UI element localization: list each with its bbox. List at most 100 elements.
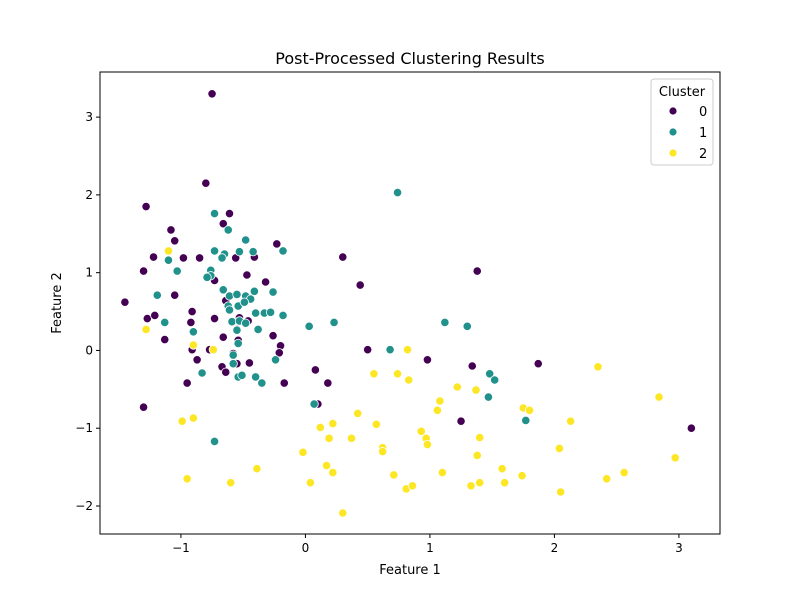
- data-point-cluster-0: [120, 297, 130, 307]
- data-point-cluster-2: [252, 464, 262, 474]
- x-tick-label: 0: [302, 541, 310, 555]
- data-point-cluster-1: [172, 266, 182, 276]
- legend-marker-cluster-2: [668, 148, 678, 158]
- data-point-cluster-0: [138, 402, 149, 412]
- data-point-cluster-1: [218, 285, 228, 295]
- data-point-cluster-1: [224, 305, 235, 315]
- data-point-cluster-2: [654, 392, 664, 402]
- y-tick-label: 3: [85, 110, 93, 124]
- data-point-cluster-1: [239, 297, 250, 307]
- data-point-cluster-2: [346, 433, 357, 443]
- data-point-cluster-1: [521, 415, 531, 426]
- data-point-cluster-2: [402, 345, 413, 355]
- data-point-cluster-0: [533, 359, 543, 369]
- data-point-cluster-0: [224, 208, 235, 219]
- y-tick-label: 0: [85, 343, 93, 357]
- data-point-cluster-1: [309, 399, 319, 409]
- data-point-cluster-2: [369, 369, 379, 379]
- data-point-cluster-1: [249, 286, 259, 296]
- data-point-cluster-0: [207, 89, 217, 99]
- data-point-cluster-2: [305, 478, 316, 488]
- data-point-cluster-2: [389, 470, 399, 480]
- data-point-cluster-0: [150, 310, 160, 321]
- y-tick-label: 2: [85, 188, 93, 202]
- data-point-cluster-2: [566, 416, 576, 426]
- data-point-cluster-2: [619, 467, 629, 478]
- data-point-cluster-1: [209, 246, 220, 256]
- data-point-cluster-1: [163, 255, 174, 265]
- data-point-cluster-2: [497, 464, 507, 474]
- data-point-cluster-2: [404, 375, 414, 385]
- data-point-cluster-0: [194, 253, 205, 263]
- data-point-cluster-2: [208, 345, 218, 355]
- data-point-cluster-0: [274, 348, 284, 358]
- x-tick-label: −1: [172, 541, 190, 555]
- legend-label-cluster-1: 1: [699, 126, 707, 141]
- data-point-cluster-0: [138, 266, 149, 276]
- data-point-cluster-1: [483, 392, 494, 402]
- data-point-cluster-0: [201, 178, 211, 188]
- data-point-cluster-1: [490, 375, 500, 385]
- data-point-cluster-0: [221, 367, 231, 377]
- data-point-cluster-1: [209, 436, 220, 447]
- data-point-cluster-2: [500, 478, 510, 488]
- data-point-cluster-1: [202, 272, 212, 282]
- data-point-cluster-1: [228, 359, 238, 369]
- data-point-cluster-1: [217, 253, 227, 263]
- data-point-cluster-1: [392, 187, 403, 198]
- data-point-cluster-1: [251, 372, 261, 382]
- data-point-cluster-2: [188, 340, 198, 350]
- data-point-cluster-1: [160, 317, 170, 328]
- data-point-cluster-0: [310, 365, 320, 375]
- data-point-cluster-1: [241, 318, 251, 328]
- data-point-cluster-0: [323, 378, 333, 388]
- data-point-cluster-0: [472, 266, 482, 276]
- data-point-cluster-0: [209, 313, 220, 324]
- data-point-cluster-2: [177, 416, 187, 426]
- data-point-cluster-2: [432, 405, 442, 415]
- data-point-cluster-1: [152, 290, 162, 300]
- data-point-cluster-1: [209, 208, 220, 219]
- x-axis-label: Feature 1: [379, 563, 441, 578]
- data-point-cluster-0: [456, 416, 466, 426]
- data-point-cluster-1: [268, 287, 278, 297]
- data-point-cluster-2: [472, 450, 482, 461]
- data-point-cluster-1: [232, 289, 242, 300]
- x-tick-label: 3: [675, 541, 683, 555]
- data-point-cluster-2: [226, 478, 236, 488]
- data-point-cluster-0: [170, 236, 180, 246]
- data-point-cluster-2: [407, 481, 418, 491]
- data-point-cluster-1: [224, 291, 235, 301]
- data-point-cluster-2: [475, 432, 485, 443]
- legend: Cluster 0 1 2: [650, 78, 714, 166]
- legend-label-cluster-2: 2: [699, 147, 707, 162]
- data-point-cluster-2: [188, 413, 198, 423]
- data-point-cluster-0: [170, 290, 180, 300]
- data-point-cluster-1: [329, 317, 339, 328]
- data-point-cluster-1: [251, 308, 261, 318]
- legend-label-cluster-0: 0: [699, 105, 707, 120]
- data-point-cluster-0: [160, 334, 170, 345]
- data-point-cluster-2: [371, 419, 381, 429]
- data-point-cluster-2: [324, 433, 334, 443]
- data-point-cluster-0: [218, 219, 228, 229]
- data-point-cluster-1: [270, 355, 281, 365]
- data-point-cluster-1: [440, 317, 450, 328]
- plot-points: [120, 89, 696, 518]
- data-point-cluster-0: [338, 252, 348, 262]
- data-point-cluster-0: [467, 361, 477, 371]
- data-point-cluster-0: [242, 270, 252, 280]
- data-point-cluster-2: [163, 246, 174, 256]
- data-point-cluster-1: [197, 368, 207, 378]
- data-point-cluster-0: [182, 378, 192, 388]
- data-point-cluster-0: [363, 345, 373, 355]
- x-tick-label: 1: [426, 541, 434, 555]
- x-axis-ticks: −1 0 1 2 3: [172, 534, 683, 555]
- data-point-cluster-1: [234, 247, 245, 257]
- data-point-cluster-2: [452, 382, 462, 392]
- data-point-cluster-1: [265, 307, 276, 317]
- data-point-cluster-2: [416, 426, 426, 436]
- y-tick-label: −1: [75, 421, 93, 435]
- data-point-cluster-0: [422, 355, 433, 365]
- data-point-cluster-1: [223, 225, 233, 235]
